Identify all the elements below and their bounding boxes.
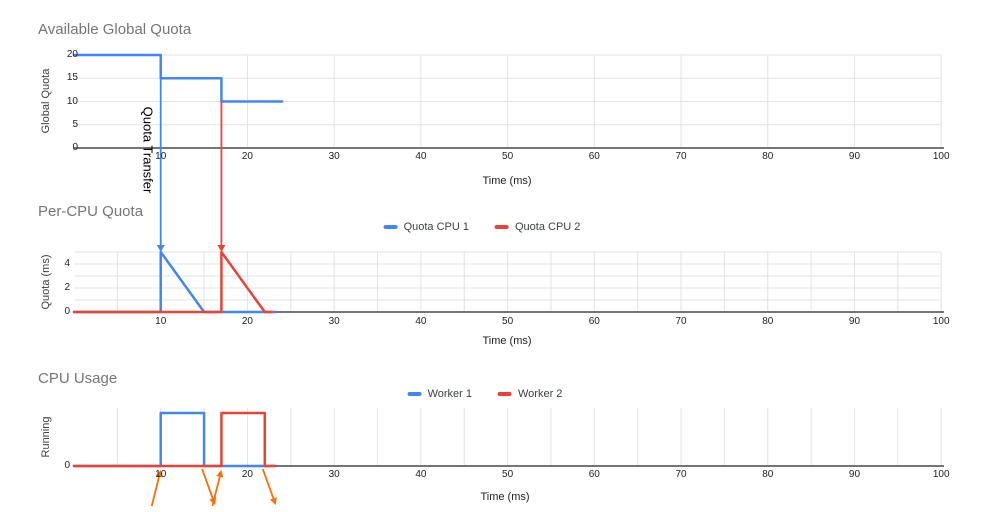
y-tick-label: 10 xyxy=(66,95,78,107)
series-line-worker-2 xyxy=(72,411,277,468)
series-line-quota-cpu-1 xyxy=(72,250,278,314)
y-axis-title-running: Running xyxy=(40,416,52,458)
y-tick-label: 15 xyxy=(66,72,78,84)
series-line-global-quota xyxy=(72,53,284,103)
legend-item-worker-2: Worker 2 xyxy=(498,388,562,400)
quota-transfer-arrow-head xyxy=(217,245,226,252)
chart-title-per-cpu-quota: Per-CPU Quota xyxy=(38,203,144,220)
legend-swatch-icon xyxy=(495,225,509,229)
event-arrow-up-shaft xyxy=(211,473,222,507)
x-tick-label: 20 xyxy=(241,469,253,480)
quota-transfer-arrow-head xyxy=(156,245,165,252)
event-arrow-down-head xyxy=(270,497,277,505)
x-tick-label: 50 xyxy=(502,316,514,327)
x-tick-label: 50 xyxy=(502,151,514,162)
x-axis-title-time-chart2: Time (ms) xyxy=(482,335,532,347)
legend-swatch-icon xyxy=(498,392,512,396)
chart-title-cpu-usage: CPU Usage xyxy=(38,370,118,387)
y-tick-label: 0 xyxy=(64,460,70,471)
event-arrow-up-head xyxy=(155,470,163,478)
y-tick-label: 0 xyxy=(72,142,78,153)
x-tick-label: 80 xyxy=(762,316,774,327)
x-tick-label: 60 xyxy=(588,151,600,162)
x-tick-label: 70 xyxy=(675,316,687,327)
x-tick-label: 60 xyxy=(588,469,600,480)
x-tick-label: 60 xyxy=(588,316,600,327)
y-tick-label: 20 xyxy=(66,49,78,60)
quota-transfer-label: Quota Transfer xyxy=(140,106,156,194)
x-tick-label: 40 xyxy=(415,316,427,327)
x-tick-label: 90 xyxy=(848,316,861,327)
series-line-quota-cpu-2 xyxy=(72,250,273,314)
x-tick-label: 100 xyxy=(932,316,950,327)
x-tick-label: 90 xyxy=(848,151,861,162)
x-tick-label: 90 xyxy=(848,469,861,480)
event-arrow-down-shaft xyxy=(261,468,276,502)
x-tick-label: 40 xyxy=(415,151,427,162)
x-tick-label: 30 xyxy=(328,469,340,480)
x-tick-label: 20 xyxy=(241,316,253,327)
y-tick-label: 4 xyxy=(64,258,70,269)
legend: Quota CPU 1 Quota CPU 2 xyxy=(383,221,580,233)
legend-swatch-icon xyxy=(407,392,422,396)
x-axis-title-time-chart3: Time (ms) xyxy=(480,491,530,503)
x-tick-label: 80 xyxy=(762,469,774,480)
x-tick-label: 70 xyxy=(675,151,687,162)
legend-item-quota-cpu-1: Quota CPU 1 xyxy=(383,221,469,233)
legend-label: Quota CPU 1 xyxy=(403,221,469,233)
x-tick-label: 100 xyxy=(932,151,950,162)
x-tick-label: 50 xyxy=(502,469,514,480)
legend: Worker 1 Worker 2 xyxy=(407,388,562,400)
legend-label: Worker 2 xyxy=(518,388,563,400)
x-axis-title-time-chart1: Time (ms) xyxy=(482,175,532,187)
legend-label: Quota CPU 2 xyxy=(515,221,581,233)
x-tick-label: 30 xyxy=(328,316,340,327)
event-arrow-down-shaft xyxy=(201,468,215,502)
y-tick-label: 2 xyxy=(64,282,70,293)
legend-item-worker-1: Worker 1 xyxy=(407,388,472,400)
event-arrow-up-shaft xyxy=(150,473,161,507)
legend-item-quota-cpu-2: Quota CPU 2 xyxy=(495,221,580,233)
x-tick-label: 80 xyxy=(762,151,774,162)
x-tick-label: 100 xyxy=(932,469,950,480)
x-tick-label: 40 xyxy=(415,469,427,480)
x-tick-label: 30 xyxy=(328,151,340,162)
x-tick-label: 10 xyxy=(155,151,167,162)
x-tick-label: 10 xyxy=(155,316,167,327)
x-tick-label: 10 xyxy=(155,469,167,480)
legend-swatch-icon xyxy=(383,225,398,229)
y-tick-label: 0 xyxy=(64,306,70,317)
legend-label: Worker 1 xyxy=(427,388,472,400)
x-tick-label: 70 xyxy=(675,469,687,480)
y-tick-label: 5 xyxy=(72,118,78,130)
event-arrow-up-head xyxy=(216,470,224,478)
series-line-worker-1 xyxy=(72,411,275,468)
x-tick-label: 20 xyxy=(241,151,253,162)
chart-title-available-global-quota: Available Global Quota xyxy=(38,21,192,38)
